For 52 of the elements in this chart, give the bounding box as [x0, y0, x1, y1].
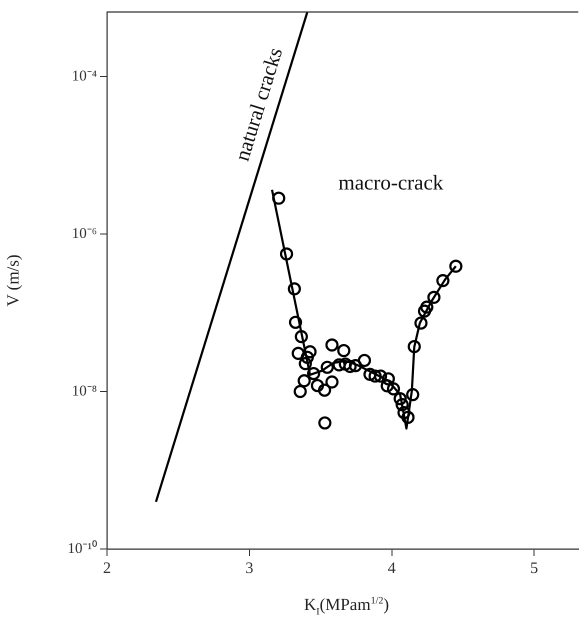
point: [298, 374, 311, 388]
point: [436, 274, 450, 288]
point: [358, 354, 372, 368]
point: [288, 282, 301, 296]
point: [325, 375, 339, 389]
point: [449, 260, 462, 273]
point: [288, 316, 302, 329]
y-axis-title: V (m/s): [4, 254, 23, 307]
point: [307, 366, 320, 380]
x-tick-label: 3: [245, 560, 254, 577]
x-tick-label: 5: [530, 560, 538, 577]
point: [368, 369, 382, 383]
point: [401, 410, 415, 424]
point: [318, 384, 332, 397]
point: [292, 346, 305, 360]
x-axis-title: K$_{I}$(MPam$^{1/2}$): [302, 595, 390, 618]
point: [320, 360, 334, 374]
y-tick-label: 10⁻⁸: [72, 383, 97, 400]
point: [325, 338, 339, 352]
point: [408, 340, 421, 354]
point: [380, 379, 394, 392]
y-tick-label: 10⁻¹⁰: [68, 540, 97, 557]
point: [394, 392, 407, 406]
point: [332, 358, 346, 372]
point: [310, 378, 324, 392]
point: [374, 369, 388, 383]
point: [427, 290, 441, 304]
point: [303, 345, 317, 358]
point: [294, 384, 307, 398]
point: [298, 357, 312, 370]
point: [337, 344, 350, 358]
point: [272, 192, 286, 205]
point: [420, 300, 434, 314]
y-tick-label: 10⁻⁴: [72, 68, 97, 84]
point: [294, 330, 308, 344]
point: [280, 247, 294, 261]
text: macro-crack: [338, 170, 444, 195]
point: [406, 388, 420, 402]
x-tick-label: 2: [103, 560, 111, 577]
point: [338, 357, 352, 371]
point: [318, 416, 332, 430]
y-tick-label: 10⁻⁶: [72, 226, 97, 242]
x-tick-label: 4: [388, 560, 396, 577]
text: natural cracks: [230, 44, 288, 164]
point: [300, 350, 314, 364]
point: [348, 359, 362, 372]
point: [418, 304, 432, 318]
point: [386, 382, 400, 396]
point: [363, 368, 377, 381]
point: [414, 316, 428, 330]
point: [396, 398, 409, 412]
point: [382, 372, 395, 386]
